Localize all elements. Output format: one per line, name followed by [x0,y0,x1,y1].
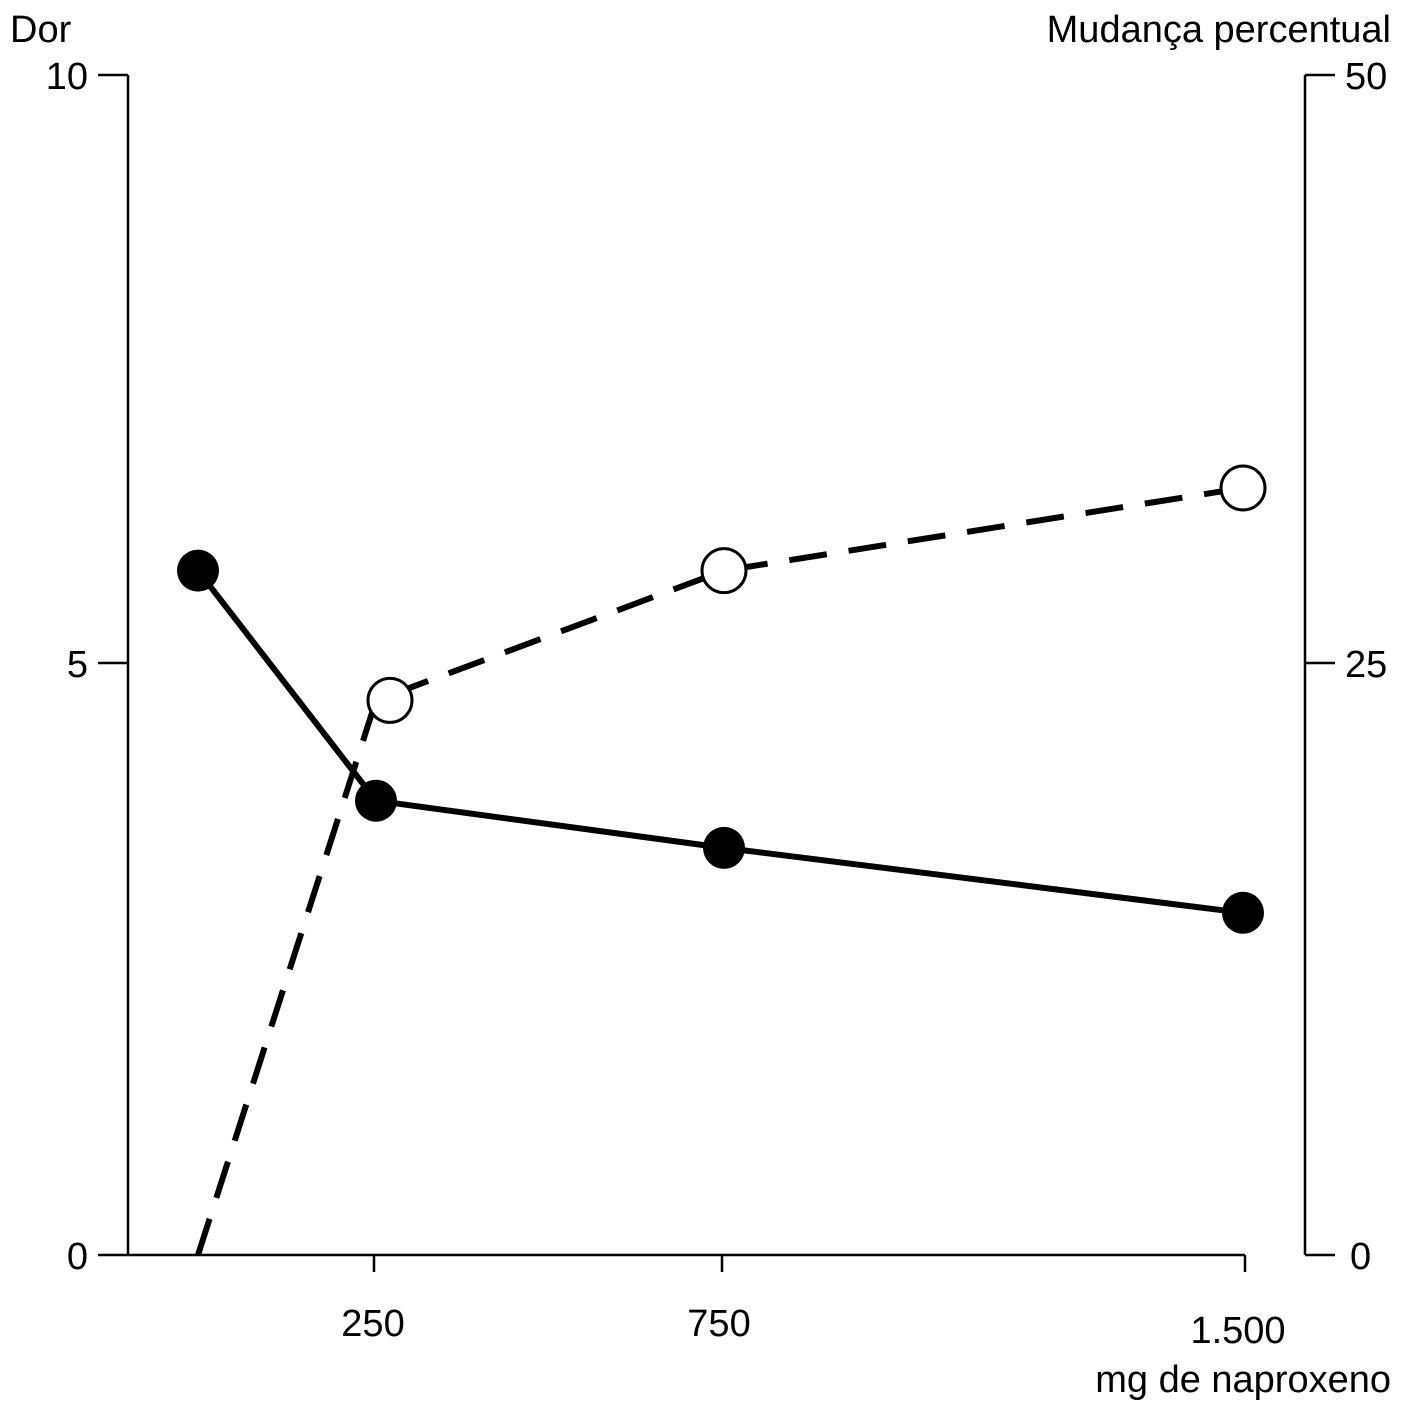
y-left-tick-label-10: 10 [46,56,88,98]
series-0-point-1 [355,779,397,822]
y-right-tick-label-0: 0 [1350,1236,1371,1278]
series-1-point-1 [366,676,414,724]
x-axis-label: mg de naproxeno [1095,1359,1391,1401]
series-0-point-2 [703,826,745,869]
series-1-point-3 [1219,464,1267,512]
series-0-point-3 [1222,891,1264,934]
y-left-axis-label: Dor [10,9,72,51]
series-0-line [195,568,1244,916]
y-right-axis-label: Mudança percentual [1047,9,1391,51]
x-tick-label-750: 750 [687,1303,750,1345]
x-tick-label-1500: 1.500 [1190,1310,1285,1352]
x-tick-label-250: 250 [341,1303,404,1345]
series-0-point-0 [177,549,219,592]
y-left-tick-label-5: 5 [67,644,88,686]
series-1-line [195,485,1244,1256]
y-left-tick-label-0: 0 [67,1236,88,1278]
y-right-tick-label-25: 25 [1345,644,1387,686]
y-right-tick-label-50: 50 [1345,56,1387,98]
series-1-point-2 [700,547,748,595]
series-layer [177,464,1267,1256]
